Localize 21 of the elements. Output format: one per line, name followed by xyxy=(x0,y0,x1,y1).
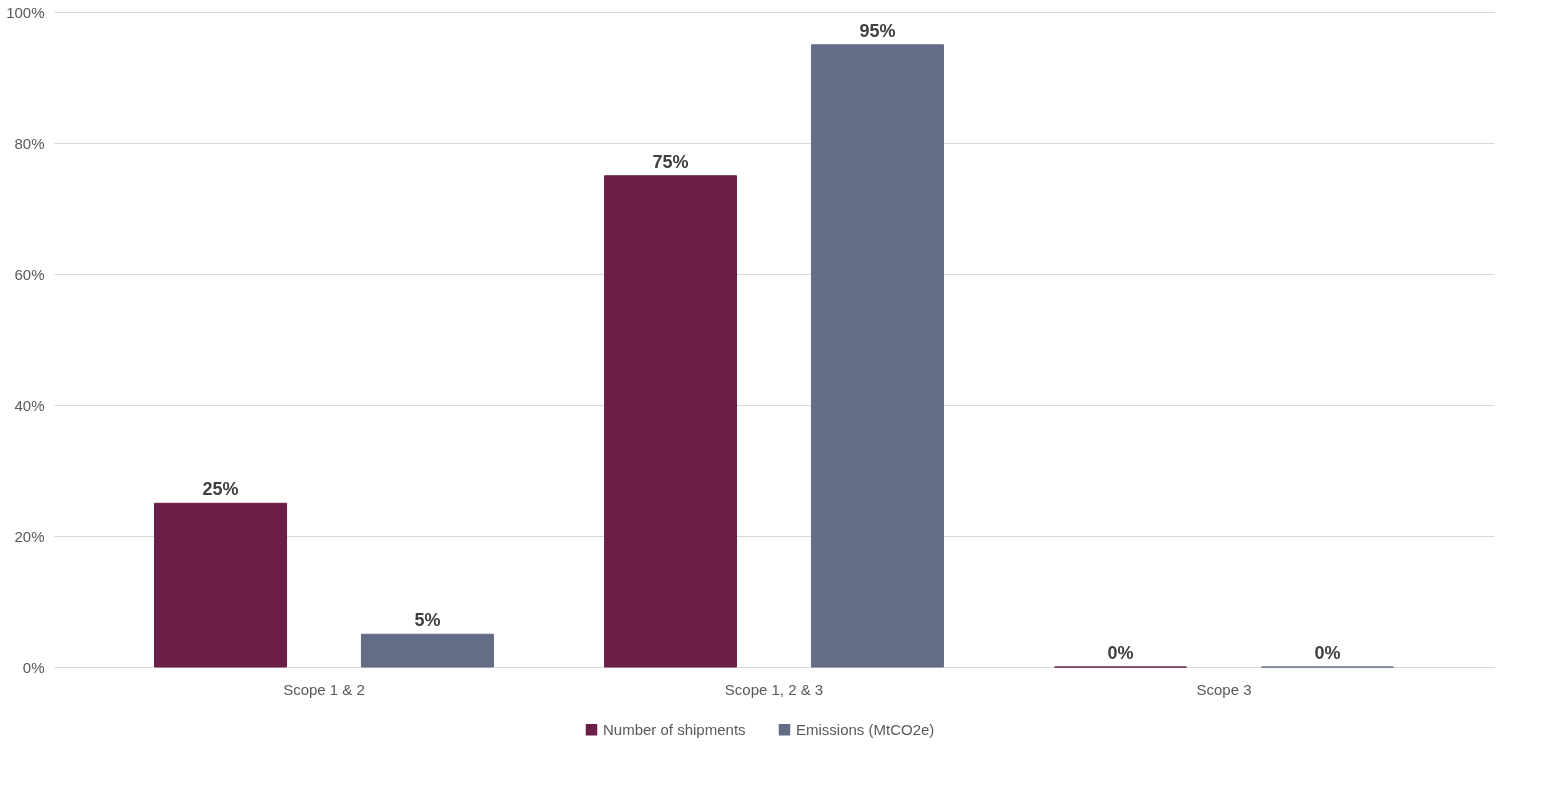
data-label: 0% xyxy=(1107,643,1134,663)
y-tick-label: 0% xyxy=(22,658,45,676)
legend-label: Emissions (MtCO2e) xyxy=(796,720,935,738)
y-tick-label: 60% xyxy=(14,265,45,283)
data-label: 0% xyxy=(1314,643,1341,663)
y-tick-label: 80% xyxy=(14,134,45,152)
legend-label: Number of shipments xyxy=(603,720,746,738)
y-tick-label: 100% xyxy=(6,3,45,21)
data-label: 95% xyxy=(859,20,896,41)
x-tick-label: Scope 1, 2 & 3 xyxy=(724,680,824,698)
y-tick-label: 20% xyxy=(14,527,45,545)
bar xyxy=(360,633,494,668)
bar xyxy=(154,502,288,668)
x-tick-label: Scope 1 & 2 xyxy=(283,680,365,698)
x-tick-label: Scope 3 xyxy=(1196,680,1252,698)
data-label: 5% xyxy=(414,610,441,631)
bar xyxy=(604,175,738,668)
y-tick-label: 40% xyxy=(14,396,45,414)
data-label: 75% xyxy=(652,151,689,172)
data-label: 25% xyxy=(202,479,239,500)
bar xyxy=(810,44,944,668)
